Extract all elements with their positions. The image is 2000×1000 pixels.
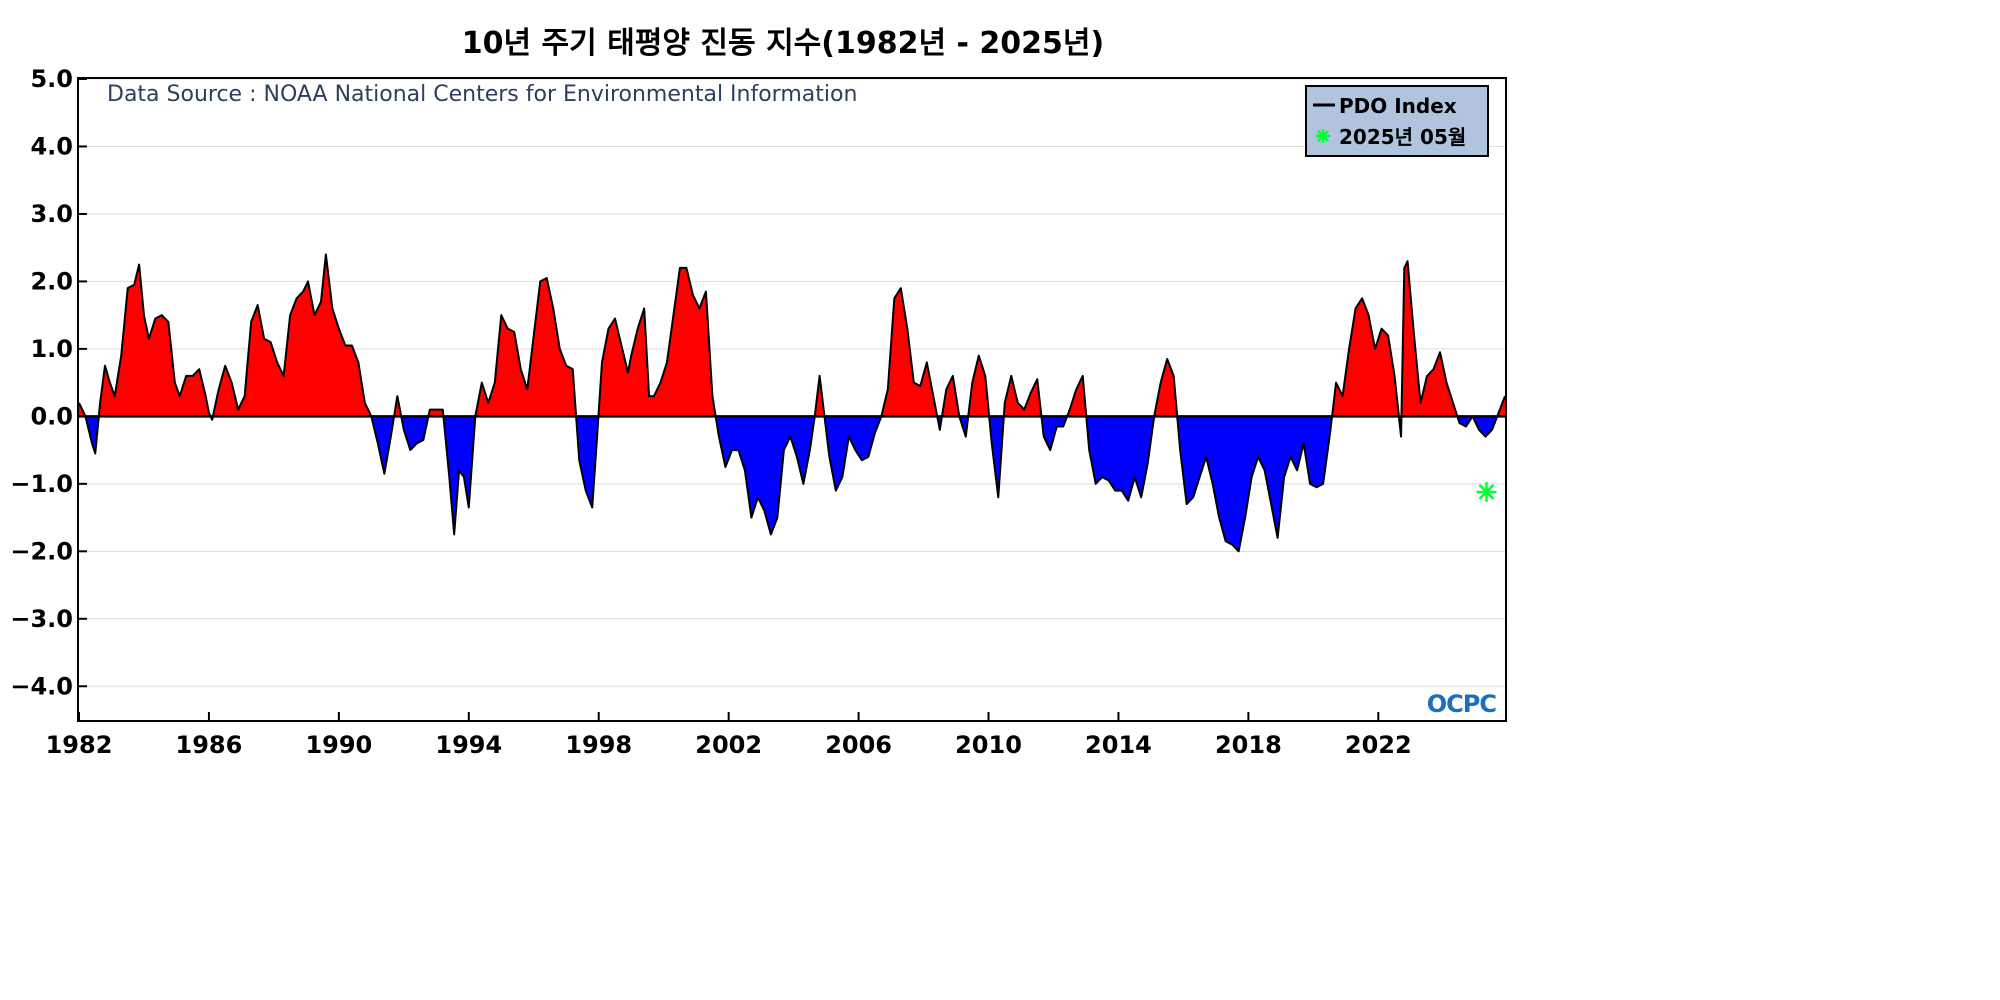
x-tick-label: 1986: [176, 731, 243, 759]
x-tick-label: 2018: [1215, 731, 1282, 759]
negative-area: [79, 416, 1505, 552]
legend-asterisk-icon: [1316, 129, 1330, 143]
x-tick-label: 2022: [1345, 731, 1412, 759]
index-lines: [78, 253, 1506, 553]
y-tick-label: −4.0: [10, 672, 73, 700]
pdo-index-line: [78, 253, 1506, 553]
pdo-chart: 10년 주기 태평양 진동 지수(1982년 - 2025년) 5.0 4.0 3.…: [10, 26, 1507, 759]
ocpc-logo: OCPC: [1427, 690, 1497, 718]
x-tick-label: 1982: [46, 731, 113, 759]
y-tick-label: 4.0: [30, 132, 73, 160]
x-tick-label: 1990: [305, 731, 372, 759]
highlight-marker: [1476, 481, 1497, 502]
y-tick-label: 1.0: [30, 335, 73, 363]
positive-area: [79, 254, 1505, 417]
filled-areas: [79, 254, 1505, 552]
legend-box: [1305, 85, 1489, 157]
data-source-text: Data Source : NOAA National Centers for …: [107, 82, 857, 107]
y-axis: 5.0 4.0 3.0 2.0 1.0 0.0 −1.0 −2.0 −3.0 −4.0: [10, 65, 87, 700]
highlight-asterisk-icon: [1476, 481, 1497, 502]
chart-container: 10년 주기 태평양 진동 지수(1982년 - 2025년) 5.0 4.0 3.…: [10, 26, 1507, 759]
x-tick-label: 2006: [825, 731, 892, 759]
x-tick-label: 2010: [955, 731, 1022, 759]
x-tick-label: 1998: [565, 731, 632, 759]
y-tick-label: −3.0: [10, 605, 73, 633]
y-tick-label: 3.0: [30, 200, 73, 228]
legend-label-month: 2025년 05월: [1339, 125, 1466, 149]
y-tick-label: 5.0: [30, 65, 73, 93]
legend-label-pdo: PDO Index: [1339, 94, 1457, 118]
y-tick-label: −1.0: [10, 470, 73, 498]
x-tick-label: 1994: [435, 731, 502, 759]
y-tick-label: −2.0: [10, 537, 73, 565]
y-tick-label: 2.0: [30, 267, 73, 295]
chart-title: 10년 주기 태평양 진동 지수(1982년 - 2025년): [462, 26, 1104, 61]
legend: PDO Index 2025년 05월: [1305, 85, 1489, 157]
y-tick-label: 0.0: [30, 402, 73, 430]
x-axis: 1982 1986 1990 1994 1998 2002 2006 2010 2014 2018…: [46, 712, 1412, 759]
x-tick-label: 2002: [695, 731, 762, 759]
x-tick-label: 2014: [1085, 731, 1152, 759]
plot-frame: [77, 77, 1507, 722]
